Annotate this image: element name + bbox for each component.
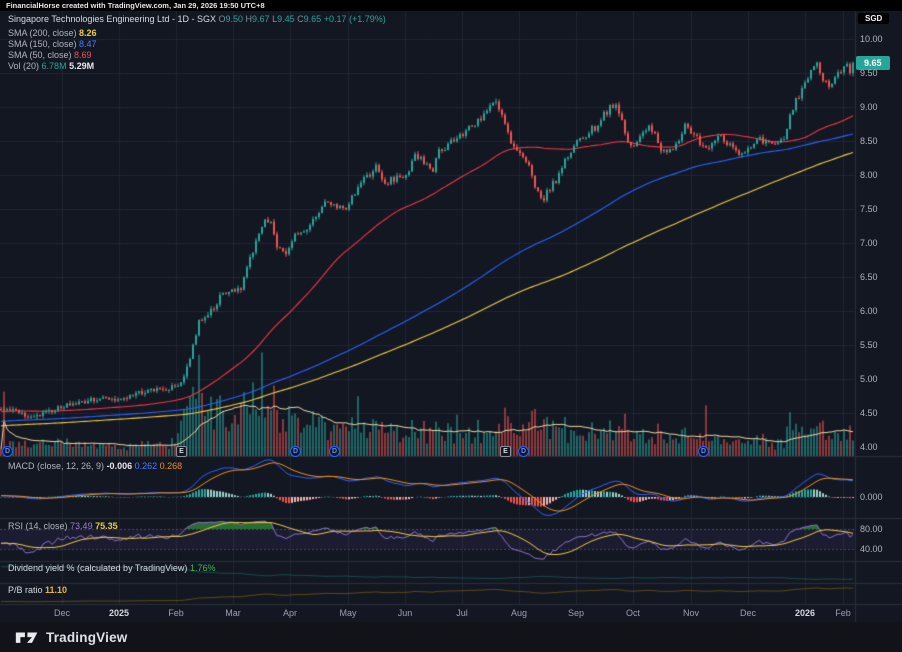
open-value: 9.50 bbox=[225, 14, 244, 24]
sma150-label: SMA (150, close) bbox=[8, 39, 77, 49]
earnings-marker[interactable]: E bbox=[500, 446, 511, 457]
close-label: C bbox=[297, 14, 304, 24]
time-label-month: May bbox=[339, 608, 357, 618]
volume-value: 6.78M bbox=[41, 61, 67, 71]
dividend-marker[interactable]: D bbox=[290, 446, 301, 457]
sma200-label: SMA (200, close) bbox=[8, 28, 77, 38]
time-label-month: Feb bbox=[835, 608, 851, 618]
time-label-year: 2025 bbox=[108, 608, 130, 618]
currency-badge: SGD bbox=[858, 13, 890, 24]
price-tick-label: 7.00 bbox=[860, 238, 878, 248]
tradingview-wordmark[interactable]: TradingView bbox=[46, 629, 128, 645]
sma200-value: 8.26 bbox=[79, 28, 97, 38]
dividend-marker[interactable]: D bbox=[329, 446, 340, 457]
pb-legend-row[interactable]: P/B ratio 11.10 bbox=[8, 585, 67, 596]
attribution-text: FinancialHorse created with TradingView.… bbox=[6, 1, 265, 10]
macd-legend-row[interactable]: MACD (close, 12, 26, 9) -0.006 0.262 0.2… bbox=[8, 461, 182, 472]
volume-legend-row[interactable]: Vol (20) 6.78M 5.29M bbox=[8, 61, 94, 72]
rsi-label: RSI (14, close) bbox=[8, 521, 68, 531]
price-tick-label: 9.00 bbox=[860, 102, 878, 112]
sma150-value: 8.47 bbox=[79, 39, 97, 49]
price-tick-label: 6.00 bbox=[860, 306, 878, 316]
macd-label: MACD (close, 12, 26, 9) bbox=[8, 461, 105, 471]
price-tick-label: 9.50 bbox=[860, 68, 878, 78]
sma50-value: 8.69 bbox=[74, 50, 92, 60]
time-label-month: Dec bbox=[739, 608, 757, 618]
high-value: 9.67 bbox=[252, 14, 270, 24]
price-tick-label: 4.50 bbox=[860, 408, 878, 418]
rsi-tick-label: 40.00 bbox=[860, 544, 883, 554]
time-label-month: Nov bbox=[682, 608, 700, 618]
sma200-legend-row[interactable]: SMA (200, close) 8.26 bbox=[8, 28, 97, 39]
time-label-month: Jul bbox=[456, 608, 468, 618]
price-tick-label: 5.50 bbox=[860, 340, 878, 350]
last-price-badge: 9.65 bbox=[856, 56, 890, 70]
price-tick-label: 8.50 bbox=[860, 136, 878, 146]
price-tick-label: 10.00 bbox=[860, 34, 883, 44]
attribution-bar: FinancialHorse created with TradingView.… bbox=[0, 0, 902, 11]
macd-line-value: 0.262 bbox=[134, 461, 158, 471]
macd-tick-label: 0.000 bbox=[860, 492, 883, 502]
time-label-month: Oct bbox=[625, 608, 641, 618]
dividend-legend-row[interactable]: Dividend yield % (calculated by TradingV… bbox=[8, 563, 215, 574]
dividend-marker[interactable]: D bbox=[698, 446, 709, 457]
macd-hist-value: -0.006 bbox=[106, 461, 133, 471]
time-label-month: Jun bbox=[397, 608, 413, 618]
footer-bar: TradingView bbox=[0, 622, 902, 652]
time-label-year: 2026 bbox=[794, 608, 816, 618]
pb-value: 11.10 bbox=[45, 585, 68, 595]
price-chart-canvas[interactable] bbox=[0, 11, 902, 622]
rsi-ma-value: 75.35 bbox=[95, 521, 118, 531]
price-tick-label: 7.50 bbox=[860, 204, 878, 214]
sma50-legend-row[interactable]: SMA (50, close) 8.69 bbox=[8, 50, 92, 61]
time-label-month: Aug bbox=[510, 608, 528, 618]
symbol-title: Singapore Technologies Engineering Ltd -… bbox=[8, 14, 216, 24]
chart-area: Singapore Technologies Engineering Ltd -… bbox=[0, 11, 902, 622]
macd-signal-value: 0.268 bbox=[159, 461, 183, 471]
high-label: H bbox=[245, 14, 253, 24]
volume-label: Vol (20) bbox=[8, 61, 40, 71]
open-label: O bbox=[218, 14, 226, 24]
dividend-label: Dividend yield % (calculated by TradingV… bbox=[8, 563, 188, 573]
change-value: +0.17 (+1.79%) bbox=[323, 14, 386, 24]
pb-label: P/B ratio bbox=[8, 585, 43, 595]
close-value: 9.65 bbox=[303, 14, 322, 24]
time-axis[interactable]: Dec 2025 Feb Mar Apr May Jun Jul Aug Sep Oct Nov Dec… bbox=[0, 605, 855, 622]
dividend-marker[interactable]: D bbox=[2, 446, 13, 457]
price-tick-label: 8.00 bbox=[860, 170, 878, 180]
low-value: 9.45 bbox=[277, 14, 295, 24]
time-label-month: Dec bbox=[53, 608, 71, 618]
low-label: L bbox=[272, 14, 278, 24]
sma50-label: SMA (50, close) bbox=[8, 50, 72, 60]
tradingview-logo-icon[interactable] bbox=[15, 630, 39, 645]
rsi-value: 73.49 bbox=[70, 521, 93, 531]
rsi-tick-label: 80.00 bbox=[860, 524, 883, 534]
rsi-legend-row[interactable]: RSI (14, close) 73.49 75.35 bbox=[8, 521, 118, 532]
price-tick-label: 4.00 bbox=[860, 442, 878, 452]
time-label-month: Feb bbox=[168, 608, 184, 618]
time-label-month: Sep bbox=[567, 608, 585, 618]
dividend-value: 1.76% bbox=[189, 563, 216, 573]
time-label-month: Mar bbox=[225, 608, 241, 618]
volume-ma-value: 5.29M bbox=[69, 61, 95, 71]
earnings-marker[interactable]: E bbox=[176, 446, 187, 457]
sma150-legend-row[interactable]: SMA (150, close) 8.47 bbox=[8, 39, 97, 50]
dividend-marker[interactable]: D bbox=[518, 446, 529, 457]
price-tick-label: 6.50 bbox=[860, 272, 878, 282]
symbol-legend-row[interactable]: Singapore Technologies Engineering Ltd -… bbox=[8, 14, 386, 25]
time-label-month: Apr bbox=[282, 608, 298, 618]
price-tick-label: 5.00 bbox=[860, 374, 878, 384]
